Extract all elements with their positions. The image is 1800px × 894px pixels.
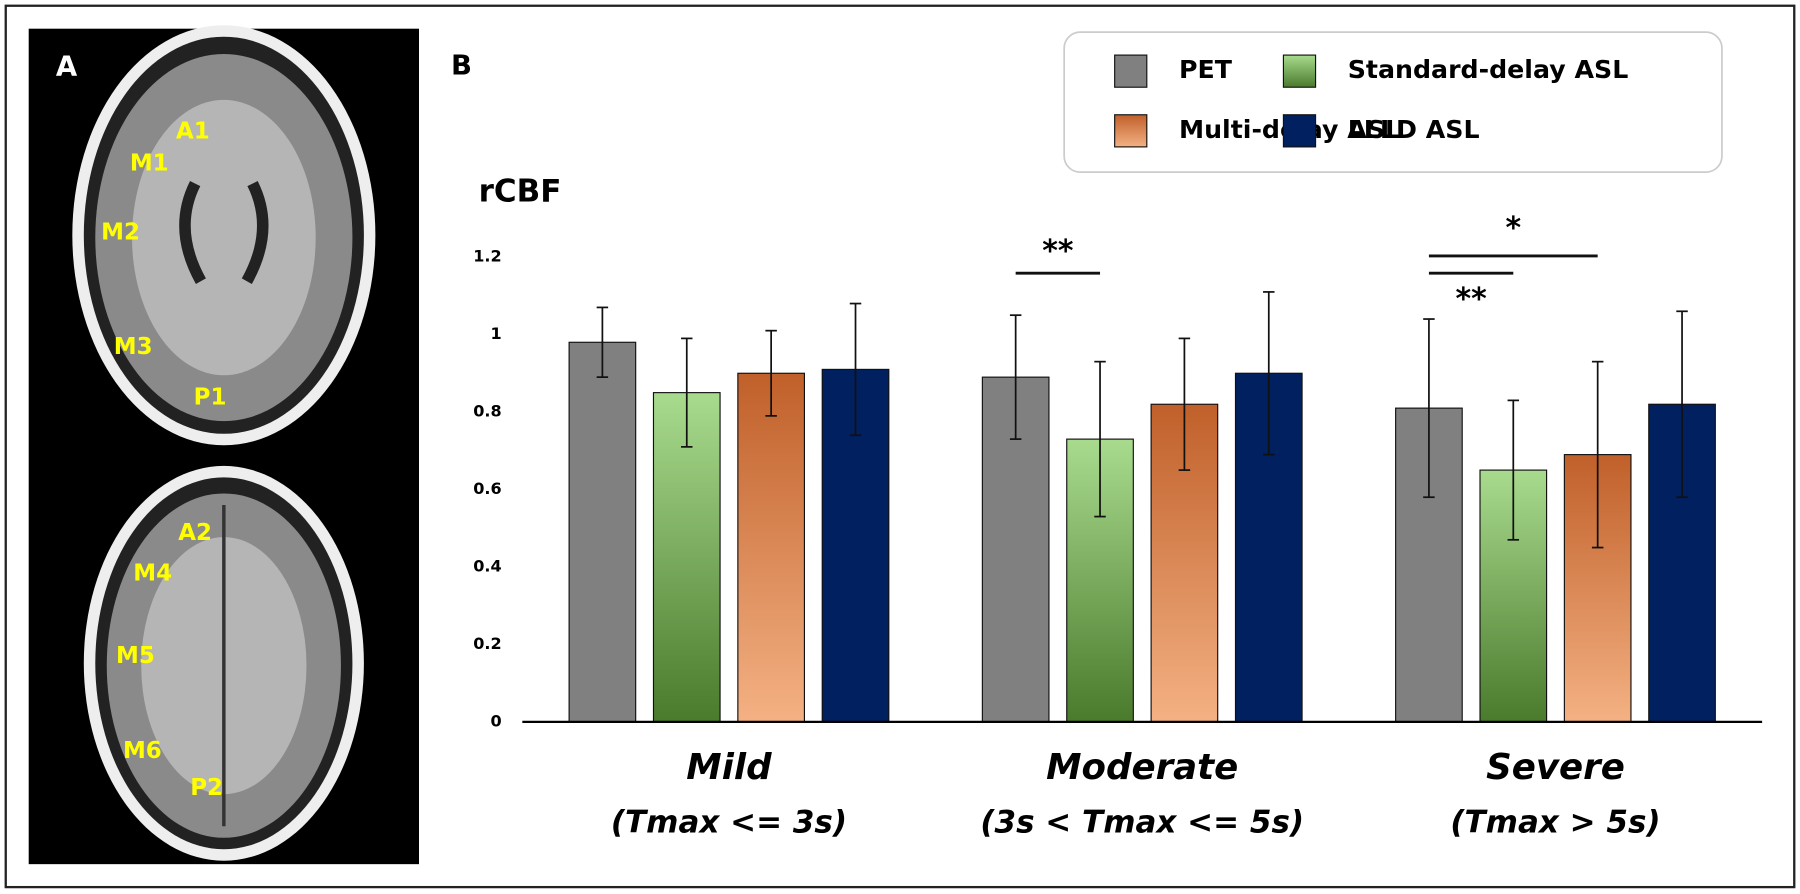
error-bar xyxy=(1676,310,1688,499)
x-tick-sublabel: (Tmax > 5s) xyxy=(1450,804,1660,840)
significance-label: ** xyxy=(1456,282,1487,317)
error-bar xyxy=(1423,318,1435,499)
x-tick-label: Moderate xyxy=(1046,747,1238,788)
region-label: A1 xyxy=(176,118,210,144)
panel-label: A xyxy=(56,51,78,83)
error-bar xyxy=(681,337,693,448)
region-label: M3 xyxy=(114,334,153,360)
region-label: M1 xyxy=(130,151,169,177)
error-bar xyxy=(596,306,609,378)
y-tick-label: 0.2 xyxy=(473,634,501,653)
region-label: P2 xyxy=(190,775,223,801)
legend-label: PET xyxy=(1179,55,1233,84)
legend-swatch xyxy=(1282,114,1317,148)
y-tick-label: 0 xyxy=(490,711,501,730)
legend xyxy=(1063,31,1723,174)
significance-label: ** xyxy=(1042,234,1073,269)
x-tick-label: Severe xyxy=(1486,747,1625,788)
region-label: M4 xyxy=(133,560,172,586)
legend-label: Standard-delay ASL xyxy=(1348,55,1629,84)
error-bar xyxy=(1094,360,1106,518)
y-tick-label: 0.6 xyxy=(473,479,501,498)
error-bar xyxy=(1178,337,1191,471)
error-bar xyxy=(1009,314,1022,440)
region-label: P1 xyxy=(194,385,227,411)
region-label: A2 xyxy=(178,520,212,546)
mri-slice xyxy=(72,25,376,446)
region-label: M5 xyxy=(116,643,155,669)
legend-swatch xyxy=(1114,114,1148,148)
error-bar xyxy=(765,329,777,417)
y-tick-label: 0.4 xyxy=(473,556,501,575)
y-tick-label: 1.2 xyxy=(473,247,501,266)
y-axis-label: rCBF xyxy=(479,173,562,209)
error-bar xyxy=(1591,360,1604,549)
y-tick-label: 1 xyxy=(490,324,501,343)
x-tick-label: Mild xyxy=(686,747,772,788)
error-bar xyxy=(1507,399,1520,541)
error-bar xyxy=(1263,291,1275,456)
bar xyxy=(568,341,637,723)
significance-label: * xyxy=(1505,211,1521,246)
error-bar xyxy=(849,302,862,437)
legend-swatch xyxy=(1114,54,1148,88)
panel-label: B xyxy=(451,50,472,82)
legend-swatch xyxy=(1282,54,1317,88)
x-tick-sublabel: (Tmax <= 3s) xyxy=(611,804,847,840)
region-label: M6 xyxy=(123,738,162,764)
region-label: M2 xyxy=(101,219,140,245)
x-tick-sublabel: (3s < Tmax <= 5s) xyxy=(980,804,1304,840)
bar xyxy=(737,372,806,723)
mri-slice xyxy=(83,465,364,861)
y-tick-label: 0.8 xyxy=(473,401,501,420)
legend-label: LLLD ASL xyxy=(1348,115,1480,144)
